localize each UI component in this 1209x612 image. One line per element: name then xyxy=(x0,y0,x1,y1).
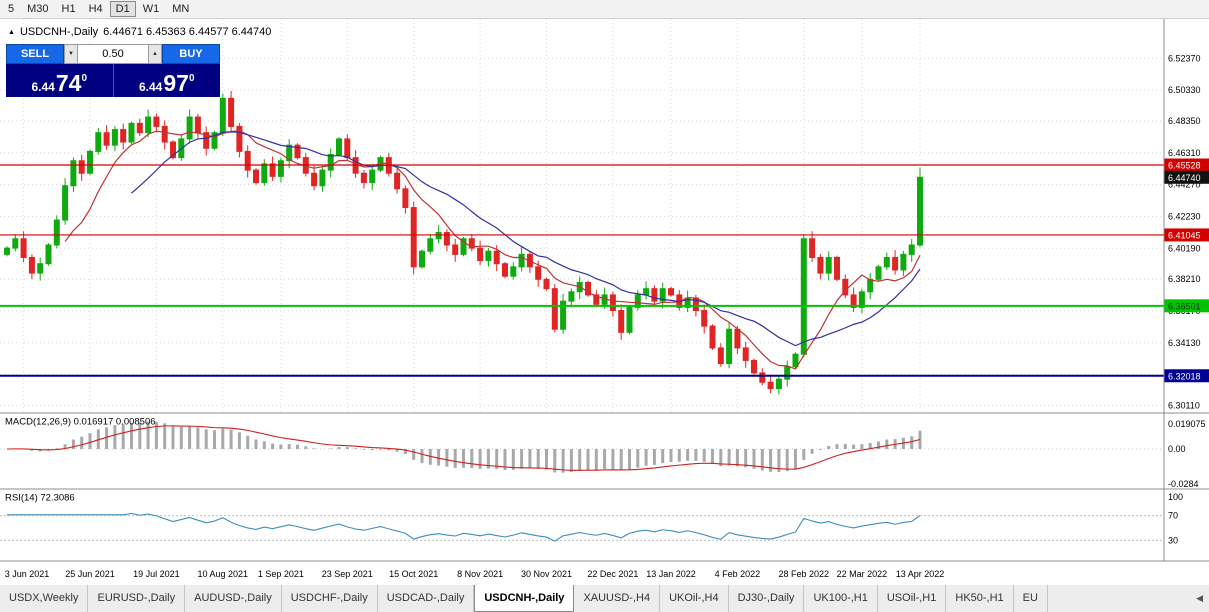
tab-uk100-h1[interactable]: UK100-,H1 xyxy=(804,584,878,612)
trade-prices-row: 6.44 74 0 6.44 97 0 xyxy=(6,64,220,97)
sell-price-prefix: 6.44 xyxy=(31,80,55,94)
sell-price-display[interactable]: 6.44 74 0 xyxy=(6,64,113,97)
symbol-ohlc-values: 6.44671 6.45363 6.44577 6.44740 xyxy=(103,26,272,38)
svg-text:13 Jan 2022: 13 Jan 2022 xyxy=(646,569,696,579)
price-divider xyxy=(112,64,114,97)
tab-eurusd-daily[interactable]: EURUSD-,Daily xyxy=(88,584,186,612)
tab-eu[interactable]: EU xyxy=(1014,584,1048,612)
trade-buttons-row: SELL ▼ ▲ BUY xyxy=(6,44,220,64)
svg-text:-0.0284: -0.0284 xyxy=(1168,479,1199,489)
svg-text:70: 70 xyxy=(1168,511,1178,521)
svg-text:23 Sep 2021: 23 Sep 2021 xyxy=(322,569,373,579)
svg-text:6.44270: 6.44270 xyxy=(1168,180,1201,190)
svg-text:30 Nov 2021: 30 Nov 2021 xyxy=(521,569,572,579)
svg-text:8 Nov 2021: 8 Nov 2021 xyxy=(457,569,503,579)
svg-text:6.32018: 6.32018 xyxy=(1168,371,1201,381)
svg-text:6.38210: 6.38210 xyxy=(1168,274,1201,284)
svg-text:22 Dec 2021: 22 Dec 2021 xyxy=(587,569,638,579)
svg-text:25 Jun 2021: 25 Jun 2021 xyxy=(65,569,115,579)
timeframe-button-d1[interactable]: D1 xyxy=(109,1,136,17)
hline-6.32018[interactable]: 6.32018 xyxy=(0,369,1209,383)
price-chart-svg[interactable]: 6.52370 6.50330 6.48350 6.46310 6.44270 6.422… xyxy=(0,19,1209,585)
buy-price-display[interactable]: 6.44 97 0 xyxy=(114,64,221,97)
buy-price-prefix: 6.44 xyxy=(138,80,163,94)
timeframe-button-5[interactable]: 5 xyxy=(2,1,20,17)
tab-audusd-daily[interactable]: AUDUSD-,Daily xyxy=(185,584,282,612)
tab-dj30-daily[interactable]: DJ30-,Daily xyxy=(729,584,805,612)
date-grid: 3 Jun 2021 25 Jun 2021 19 Jul 2021 10 Aug 2… xyxy=(5,19,945,579)
timeframe-button-h1[interactable]: H1 xyxy=(56,1,82,17)
svg-text:100: 100 xyxy=(1168,492,1183,502)
tab-usdchf-daily[interactable]: USDCHF-,Daily xyxy=(282,584,378,612)
svg-text:6.46310: 6.46310 xyxy=(1168,148,1201,158)
svg-text:1 Sep 2021: 1 Sep 2021 xyxy=(258,569,304,579)
svg-text:6.34130: 6.34130 xyxy=(1168,338,1201,348)
hline-6.41045[interactable]: 6.41045 xyxy=(0,228,1209,242)
chart-area[interactable]: 6.52370 6.50330 6.48350 6.46310 6.44270 6.422… xyxy=(0,19,1209,585)
svg-text:19 Jul 2021: 19 Jul 2021 xyxy=(133,569,180,579)
chart-symbol-title: ▲ USDCNH-,Daily 6.44671 6.45363 6.44577 … xyxy=(8,26,271,38)
ma-slow-line xyxy=(131,131,921,347)
symbol-name: USDCNH-,Daily xyxy=(19,26,99,38)
sell-price-big-digits: 74 xyxy=(55,70,82,97)
tab-xauusd-h4[interactable]: XAUUSD-,H4 xyxy=(574,584,661,612)
tab-usdcnh-daily[interactable]: USDCNH-,Daily xyxy=(474,584,575,612)
buy-price-sup-digit: 0 xyxy=(188,73,195,84)
sell-button[interactable]: SELL xyxy=(6,44,64,64)
hline-6.45528[interactable]: 6.45528 xyxy=(0,158,1209,172)
symbol-dropdown-icon[interactable]: ▲ xyxy=(8,28,15,36)
svg-text:6.42230: 6.42230 xyxy=(1168,211,1201,221)
hline-6.36501[interactable]: 6.36501 xyxy=(0,299,1209,313)
macd-pane: MACD(12,26,9) 0.016917 0.008506 0.019075 0… xyxy=(0,417,1206,489)
svg-text:6.36501: 6.36501 xyxy=(1168,301,1201,311)
volume-input[interactable] xyxy=(78,44,148,64)
svg-text:28 Feb 2022: 28 Feb 2022 xyxy=(779,569,830,579)
timeframe-button-w1[interactable]: W1 xyxy=(137,1,166,17)
tab-usoil-h1[interactable]: USOil-,H1 xyxy=(878,584,947,612)
svg-text:30: 30 xyxy=(1168,535,1178,545)
svg-text:10 Aug 2021: 10 Aug 2021 xyxy=(198,569,249,579)
svg-text:13 Apr 2022: 13 Apr 2022 xyxy=(896,569,945,579)
svg-text:0.019075: 0.019075 xyxy=(1168,419,1206,429)
svg-text:15 Oct 2021: 15 Oct 2021 xyxy=(389,569,438,579)
volume-decrease-button[interactable]: ▼ xyxy=(64,44,78,64)
svg-text:6.48350: 6.48350 xyxy=(1168,116,1201,126)
timeframe-toolbar: 5 M30 H1 H4 D1 W1 MN xyxy=(0,0,1209,19)
sell-price-sup-digit: 0 xyxy=(81,73,87,84)
current-price-tag: 6.44740 xyxy=(1164,170,1209,184)
svg-text:6.41045: 6.41045 xyxy=(1168,230,1201,240)
timeframe-button-mn[interactable]: MN xyxy=(166,1,195,17)
buy-price-big-digits: 97 xyxy=(163,70,189,97)
chart-tabs: USDX,Weekly EURUSD-,Daily AUDUSD-,Daily USD… xyxy=(0,584,1190,612)
tab-ukoil-h4[interactable]: UKOil-,H4 xyxy=(660,584,729,612)
svg-text:3 Jun 2021: 3 Jun 2021 xyxy=(5,569,50,579)
volume-increase-button[interactable]: ▲ xyxy=(148,44,162,64)
ma-fast-line xyxy=(64,130,921,370)
svg-text:6.40190: 6.40190 xyxy=(1168,243,1201,253)
rsi-label: RSI(14) 72.3086 xyxy=(5,493,75,504)
svg-text:4 Feb 2022: 4 Feb 2022 xyxy=(715,569,761,579)
rsi-line xyxy=(7,512,921,542)
tab-usdx-weekly[interactable]: USDX,Weekly xyxy=(0,584,89,612)
svg-text:22 Mar 2022: 22 Mar 2022 xyxy=(837,569,888,579)
tab-scroll-left-icon[interactable]: ◀ xyxy=(1196,592,1203,603)
tab-hk50-h1[interactable]: HK50-,H1 xyxy=(946,584,1014,612)
svg-text:0.00: 0.00 xyxy=(1168,444,1186,454)
timeframe-button-h4[interactable]: H4 xyxy=(83,1,109,17)
macd-signal-line xyxy=(6,425,921,471)
tab-usdcad-daily[interactable]: USDCAD-,Daily xyxy=(378,584,475,612)
svg-text:6.52370: 6.52370 xyxy=(1168,53,1201,63)
svg-text:6.50330: 6.50330 xyxy=(1168,85,1201,95)
svg-text:6.30110: 6.30110 xyxy=(1168,401,1200,411)
chart-tab-bar: USDX,Weekly EURUSD-,Daily AUDUSD-,Daily USD… xyxy=(0,583,1209,612)
rsi-pane: RSI(14) 72.3086 100 70 30 xyxy=(0,492,1183,545)
macd-label: MACD(12,26,9) 0.016917 0.008506 xyxy=(5,417,156,428)
svg-text:6.45528: 6.45528 xyxy=(1168,161,1201,171)
svg-text:6.44740: 6.44740 xyxy=(1168,173,1201,183)
timeframe-button-m30[interactable]: M30 xyxy=(21,1,54,17)
buy-button[interactable]: BUY xyxy=(162,44,220,64)
